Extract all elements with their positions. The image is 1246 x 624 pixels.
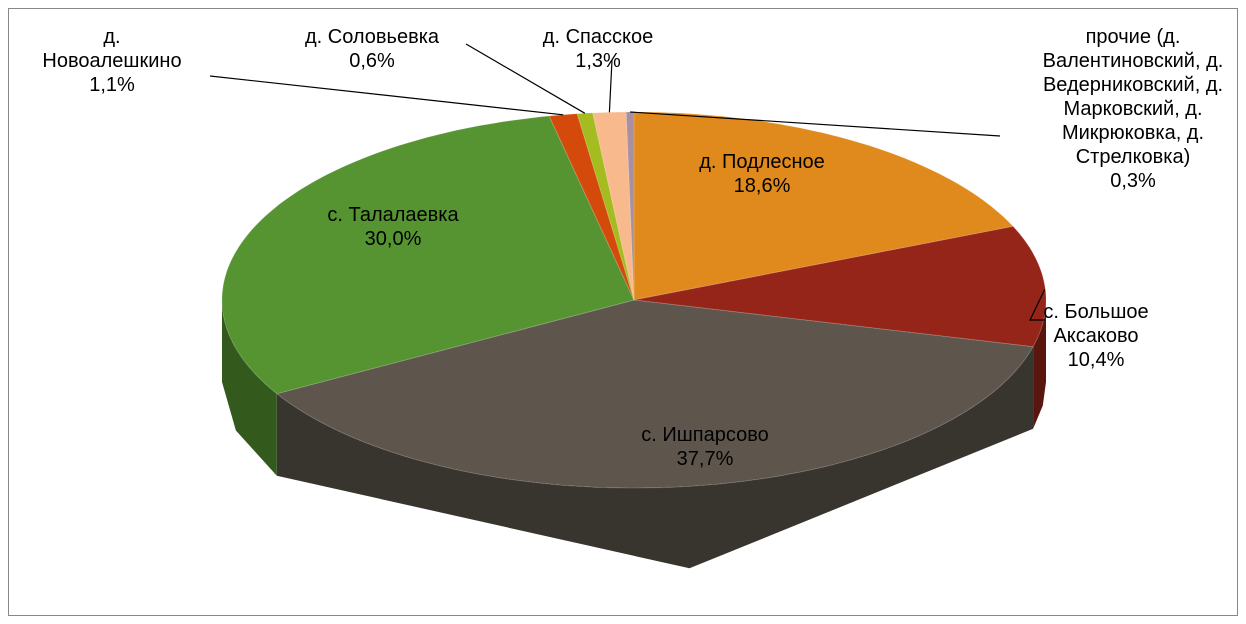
leader-line: [209, 75, 564, 116]
slice: [275, 299, 1034, 489]
value-label: 1,3%: [575, 50, 621, 72]
value-label: 10,4%: [1067, 349, 1125, 371]
slice: [633, 225, 1047, 348]
value-label: 37,7%: [676, 448, 734, 470]
data-label: с. Талалаевка 30,0%: [283, 203, 503, 251]
data-label: д. Спасское 1,3%: [498, 25, 698, 73]
category-label: прочие (д. Валентиновский, д. Ведерников…: [1042, 26, 1224, 168]
data-label: д. Соловьевка 0,6%: [272, 25, 472, 73]
category-label: д. Соловьевка: [304, 26, 440, 48]
leader-line: [465, 43, 586, 114]
value-label: 18,6%: [733, 175, 791, 197]
category-label: с. Большое Аксаково: [1043, 301, 1149, 347]
value-label: 1,1%: [89, 74, 135, 96]
value-label: 0,3%: [1110, 170, 1156, 192]
data-label: с. Ишпарсово 37,7%: [595, 423, 815, 471]
category-label: с. Талалаевка: [327, 204, 459, 226]
slice-side: [222, 300, 277, 476]
category-label: д. Спасское: [542, 26, 654, 48]
leader-line: [608, 59, 613, 113]
data-label: д. Новоалешкино 1,1%: [37, 25, 187, 97]
category-label: с. Ишпарсово: [641, 424, 769, 446]
slice-side: [276, 346, 1034, 569]
slice: [633, 111, 1015, 301]
category-label: д. Подлесное: [699, 151, 825, 173]
slice: [221, 115, 635, 395]
data-label: прочие (д. Валентиновский, д. Ведерников…: [1008, 25, 1246, 193]
value-label: 0,6%: [349, 50, 395, 72]
leader-line: [630, 111, 1001, 137]
category-label: д. Новоалешкино: [42, 26, 182, 72]
value-label: 30,0%: [364, 228, 422, 250]
leader-line: [1029, 289, 1046, 321]
data-label: д. Подлесное 18,6%: [662, 150, 862, 198]
slice-side: [1033, 300, 1046, 429]
data-label: с. Большое Аксаково 10,4%: [1041, 300, 1151, 372]
